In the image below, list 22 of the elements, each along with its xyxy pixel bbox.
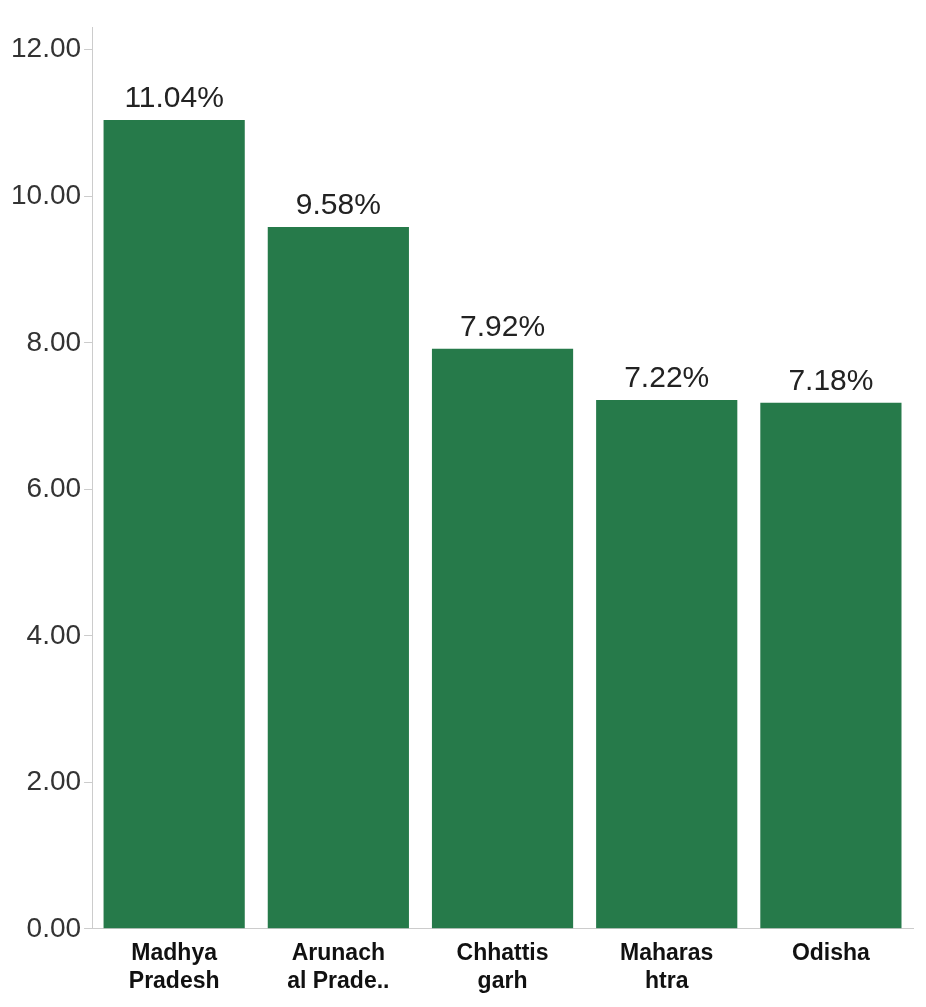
y-tick-label: 0.00 — [26, 911, 82, 943]
y-tick-label: 12.00 — [10, 32, 82, 64]
y-tick-label: 8.00 — [26, 325, 82, 357]
bar — [596, 399, 738, 929]
y-tick-label: 4.00 — [26, 618, 82, 650]
bar — [267, 227, 409, 929]
bar — [760, 402, 902, 929]
y-tick-label: 10.00 — [10, 179, 82, 210]
x-tick-label: Odisha — [791, 938, 871, 965]
bar — [431, 348, 574, 929]
data-label: 7.22% — [624, 360, 710, 394]
x-tick-label: Madhya Pradesh — [128, 938, 220, 993]
x-tick-label: Chhattis garh — [456, 938, 549, 993]
data-label: 11.04% — [124, 80, 224, 114]
data-label: 7.18% — [788, 363, 874, 397]
data-label: 9.58% — [295, 187, 381, 221]
y-tick-label: 2.00 — [26, 765, 82, 797]
x-tick-label: Arunach al Prade.. — [287, 938, 390, 993]
x-tick-label: Maharas htra — [620, 938, 714, 993]
bar — [103, 120, 245, 929]
data-label: 7.92% — [460, 308, 546, 342]
y-tick-label: 6.00 — [26, 472, 82, 504]
